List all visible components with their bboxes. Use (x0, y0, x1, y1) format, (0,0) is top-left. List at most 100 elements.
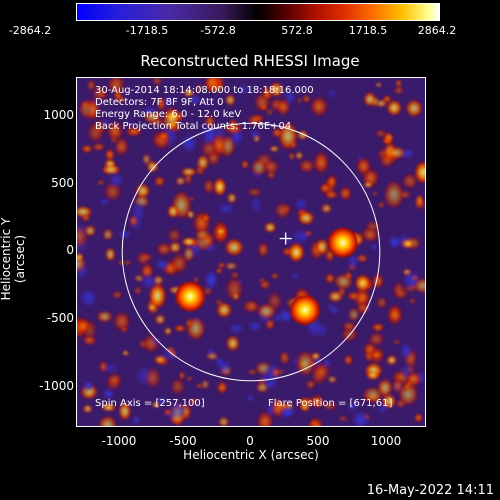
texture-blob (204, 114, 216, 129)
texture-blob (227, 322, 245, 335)
texture-blob (397, 190, 413, 199)
texture-blob (346, 252, 360, 271)
texture-blob (291, 358, 298, 366)
texture-blob (393, 86, 405, 95)
texture-blob (319, 182, 331, 194)
texture-blob (218, 262, 226, 269)
texture-blob (377, 403, 388, 415)
y-tick-4: -500 (46, 311, 74, 325)
texture-blob (297, 211, 315, 225)
texture-blob (181, 237, 197, 246)
texture-blob (147, 304, 157, 311)
texture-blob (232, 292, 239, 301)
texture-blob (401, 172, 419, 191)
texture-blob (356, 154, 363, 159)
texture-blob (188, 397, 198, 405)
texture-blob (140, 273, 158, 290)
texture-blob (371, 191, 379, 196)
texture-blob (388, 146, 406, 159)
texture-blob (256, 409, 275, 426)
texture-blob (329, 305, 340, 316)
texture-blob (239, 82, 249, 96)
texture-blob (305, 379, 316, 390)
texture-blob (341, 321, 357, 332)
texture-blob (169, 251, 189, 275)
texture-blob (146, 160, 159, 173)
timestamp: 16-May-2022 14:11 (366, 483, 494, 498)
texture-blob (118, 402, 131, 421)
texture-blob (375, 296, 388, 310)
texture-blob (225, 94, 236, 106)
texture-blob (356, 254, 369, 263)
texture-blob (224, 274, 245, 304)
texture-blob (77, 317, 93, 335)
texture-blob (386, 100, 402, 116)
texture-blob (266, 170, 276, 180)
texture-blob (199, 232, 216, 248)
texture-blob (84, 97, 102, 122)
texture-blob (185, 376, 194, 381)
texture-blob (147, 117, 167, 127)
texture-blob (386, 303, 404, 326)
texture-blob (102, 228, 113, 241)
texture-blob (122, 350, 129, 356)
texture-blob (201, 213, 211, 224)
texture-blob (113, 136, 130, 158)
texture-blob (355, 156, 372, 177)
texture-blob (112, 310, 132, 333)
texture-blob (162, 106, 181, 132)
texture-blob (405, 99, 423, 117)
texture-blob (246, 394, 254, 403)
texture-blob (288, 242, 305, 262)
texture-blob (327, 87, 337, 100)
texture-blob (98, 360, 108, 374)
bright-source (174, 280, 207, 313)
texture-blob (310, 418, 317, 426)
texture-blob (123, 260, 132, 265)
rhessi-image-plot[interactable] (76, 77, 426, 427)
texture-blob (79, 287, 98, 309)
texture-blob (363, 92, 376, 107)
texture-blob (304, 230, 313, 237)
texture-blob (261, 158, 281, 175)
texture-blob (133, 285, 143, 296)
texture-blob (413, 412, 424, 423)
texture-blob (108, 172, 125, 188)
texture-blob (393, 339, 401, 345)
texture-blob (324, 272, 336, 285)
texture-blob (203, 269, 219, 291)
texture-blob (337, 285, 346, 298)
texture-blob (155, 95, 167, 112)
texture-blob (393, 287, 410, 300)
y-tick-3: 0 (66, 243, 74, 257)
texture-blob (360, 226, 380, 243)
texture-blob (269, 82, 283, 97)
texture-blob (338, 185, 353, 202)
texture-blob (216, 202, 236, 215)
texture-blob (296, 350, 315, 377)
texture-blob (400, 363, 413, 380)
texture-blob (275, 97, 292, 117)
texture-blob (153, 175, 166, 187)
texture-blob (153, 355, 167, 364)
texture-blob (106, 372, 124, 387)
colorbar-tick-2: -1718.5 (125, 24, 169, 37)
x-tick-1: -1000 (101, 434, 137, 448)
texture-blob (371, 322, 385, 332)
texture-blob (390, 377, 405, 394)
texture-blob (216, 380, 229, 395)
texture-blob (413, 278, 425, 294)
texture-blob (249, 130, 261, 138)
texture-blob (258, 104, 269, 111)
texture-blob (166, 227, 182, 244)
texture-blob (167, 412, 175, 419)
texture-blob (224, 238, 244, 256)
texture-blob (295, 151, 303, 160)
bright-source (326, 226, 359, 259)
texture-blob (386, 355, 398, 366)
texture-blob (371, 273, 385, 290)
texture-blob (252, 171, 260, 180)
texture-blob (101, 389, 116, 399)
texture-blob (297, 158, 316, 174)
texture-blob (346, 291, 362, 301)
